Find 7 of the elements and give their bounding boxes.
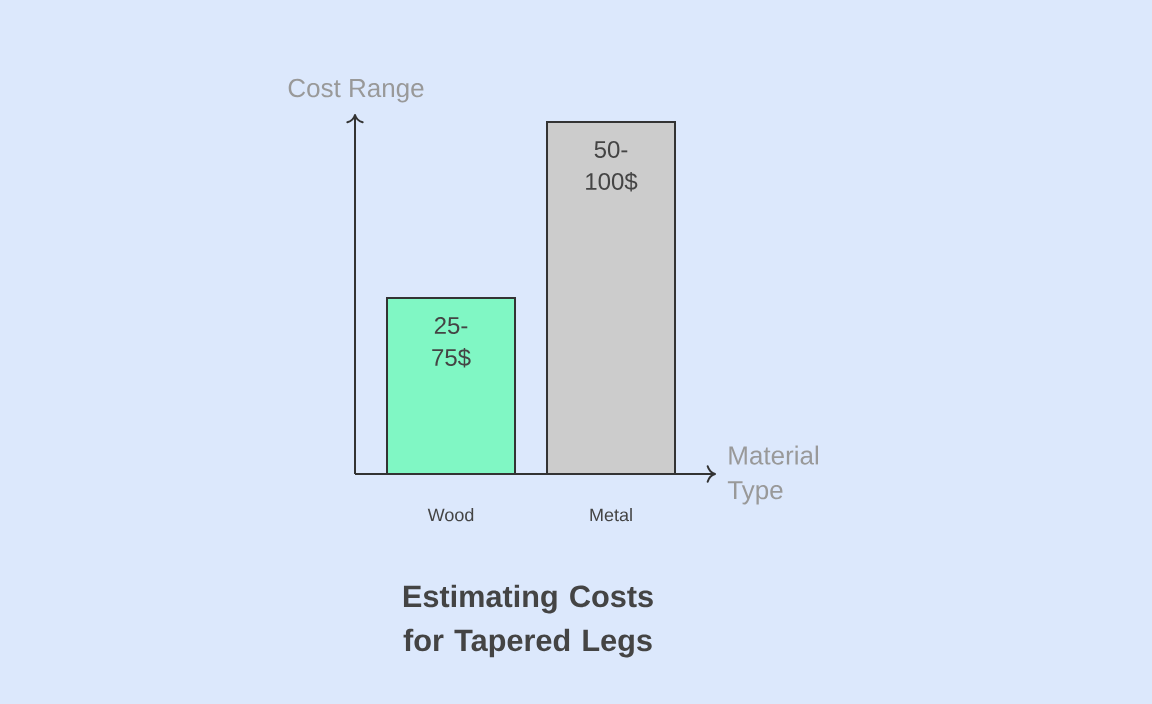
data-label: 25-75$: [432, 316, 471, 368]
y-axis-title: Cost Range: [288, 78, 424, 103]
x-axis-title: Material Type: [727, 445, 818, 505]
x-tick-label: Wood: [427, 508, 474, 522]
x-tick-label: Metal: [590, 508, 632, 522]
text: Estimating Costs for Tapered Legs: [403, 584, 653, 658]
data-label: 50-100$: [586, 140, 638, 192]
